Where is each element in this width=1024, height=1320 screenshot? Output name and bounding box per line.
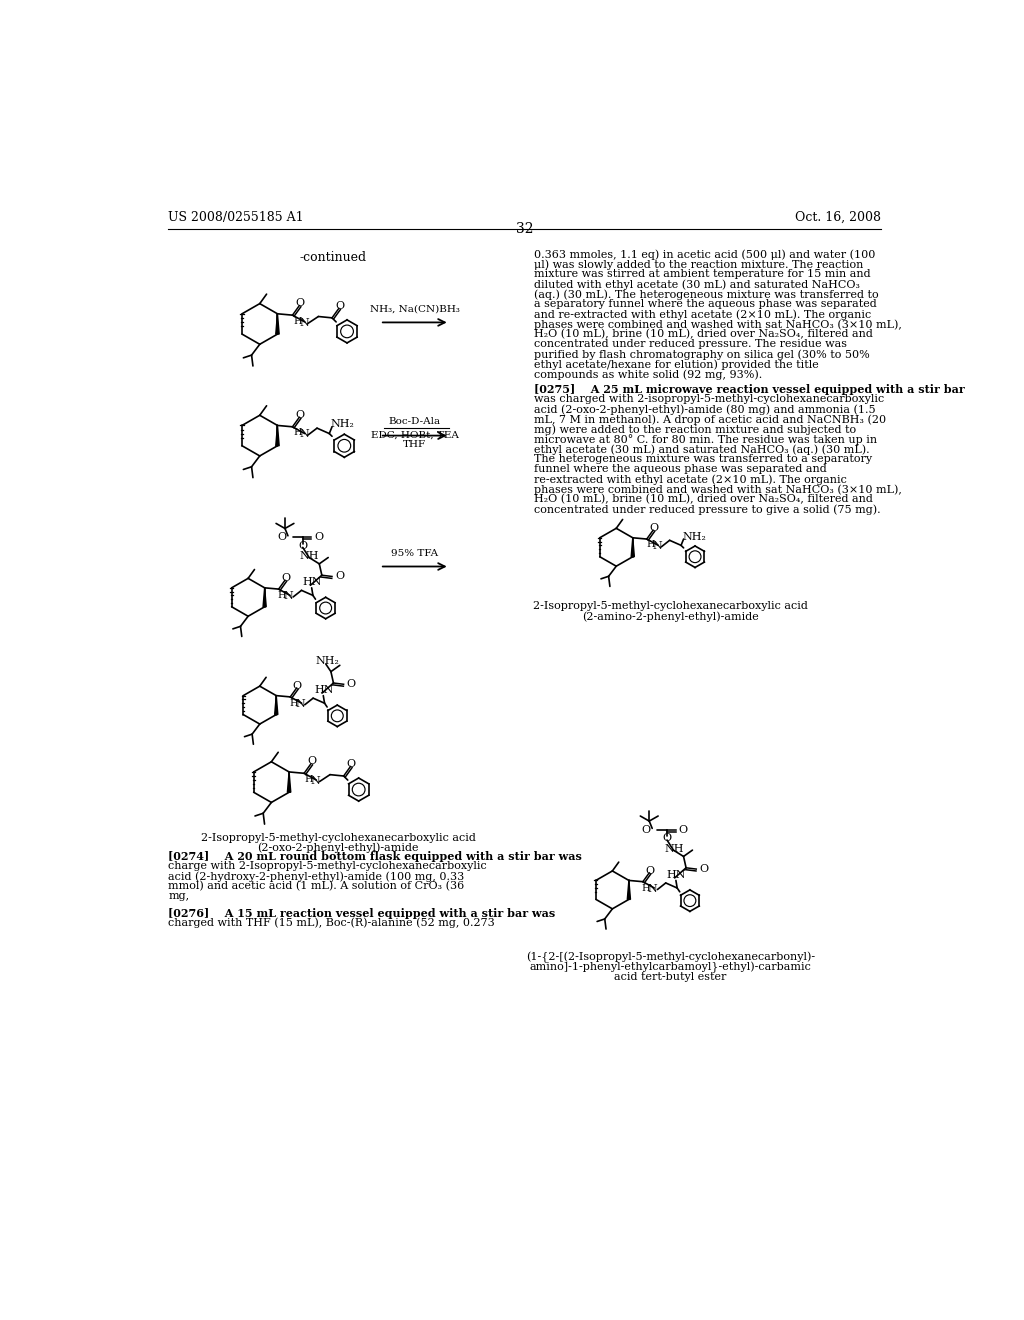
Text: O: O	[335, 572, 344, 582]
Text: mg) were added to the reaction mixture and subjected to: mg) were added to the reaction mixture a…	[535, 424, 856, 434]
Text: US 2008/0255185 A1: US 2008/0255185 A1	[168, 211, 304, 224]
Text: acid (2-oxo-2-phenyl-ethyl)-amide (80 mg) and ammonia (1.5: acid (2-oxo-2-phenyl-ethyl)-amide (80 mg…	[535, 404, 876, 414]
Text: diluted with ethyl acetate (30 mL) and saturated NaHCO₃: diluted with ethyl acetate (30 mL) and s…	[535, 280, 860, 290]
Text: O: O	[314, 532, 324, 543]
Text: EDC, HOBt, TEA: EDC, HOBt, TEA	[371, 430, 459, 440]
Text: charged with THF (15 mL), Boc-(R)-alanine (52 mg, 0.273: charged with THF (15 mL), Boc-(R)-alanin…	[168, 917, 495, 928]
Text: (2-amino-2-phenyl-ethyl)-amide: (2-amino-2-phenyl-ethyl)-amide	[582, 611, 759, 622]
Text: and re-extracted with ethyl acetate (2×10 mL). The organic: and re-extracted with ethyl acetate (2×1…	[535, 309, 871, 319]
Text: O: O	[335, 301, 344, 312]
Text: N: N	[648, 884, 657, 894]
Text: NH: NH	[300, 550, 319, 561]
Polygon shape	[288, 772, 291, 792]
Text: ethyl acetate (30 mL) and saturated NaHCO₃ (aq.) (30 mL).: ethyl acetate (30 mL) and saturated NaHC…	[535, 444, 869, 454]
Text: concentrated under reduced pressure. The residue was: concentrated under reduced pressure. The…	[535, 339, 847, 350]
Text: 0.363 mmoles, 1.1 eq) in acetic acid (500 μl) and water (100: 0.363 mmoles, 1.1 eq) in acetic acid (50…	[535, 249, 876, 260]
Text: N: N	[299, 318, 309, 327]
Text: N: N	[299, 429, 309, 440]
Text: N: N	[652, 541, 663, 552]
Text: concentrated under reduced pressure to give a solid (75 mg).: concentrated under reduced pressure to g…	[535, 504, 881, 515]
Text: O: O	[679, 825, 688, 836]
Text: O: O	[307, 756, 316, 767]
Text: H: H	[278, 591, 286, 599]
Text: HN: HN	[667, 870, 686, 880]
Text: NH: NH	[665, 843, 684, 854]
Text: O: O	[293, 681, 302, 690]
Text: NH₂: NH₂	[683, 532, 707, 541]
Text: H: H	[289, 698, 298, 708]
Text: O: O	[296, 298, 304, 309]
Text: (2-oxo-2-phenyl-ethyl)-amide: (2-oxo-2-phenyl-ethyl)-amide	[257, 843, 419, 854]
Text: NH₃, Na(CN)BH₃: NH₃, Na(CN)BH₃	[370, 305, 460, 314]
Text: O: O	[278, 532, 287, 543]
Text: funnel where the aqueous phase was separated and: funnel where the aqueous phase was separ…	[535, 465, 826, 474]
Text: H: H	[642, 883, 650, 892]
Text: H: H	[646, 540, 655, 549]
Text: The heterogeneous mixture was transferred to a separatory: The heterogeneous mixture was transferre…	[535, 454, 872, 465]
Text: mixture was stirred at ambient temperature for 15 min and: mixture was stirred at ambient temperatu…	[535, 269, 870, 280]
Polygon shape	[628, 880, 631, 899]
Text: Oct. 16, 2008: Oct. 16, 2008	[796, 211, 882, 224]
Text: O: O	[649, 523, 658, 533]
Text: O: O	[663, 833, 672, 843]
Text: N: N	[310, 776, 321, 785]
Polygon shape	[274, 696, 278, 714]
Text: charge with 2-Isopropyl-5-methyl-cyclohexanecarboxylic: charge with 2-Isopropyl-5-methyl-cyclohe…	[168, 862, 487, 871]
Polygon shape	[275, 425, 280, 446]
Text: O: O	[298, 541, 307, 550]
Text: microwave at 80° C. for 80 min. The residue was taken up in: microwave at 80° C. for 80 min. The resi…	[535, 434, 878, 445]
Text: mg,: mg,	[168, 891, 189, 902]
Text: [0274]    A 20 mL round bottom flask equipped with a stir bar was: [0274] A 20 mL round bottom flask equipp…	[168, 851, 583, 862]
Text: NH₂: NH₂	[331, 418, 354, 429]
Polygon shape	[275, 314, 280, 334]
Text: H: H	[293, 428, 302, 437]
Text: acid tert-butyl ester: acid tert-butyl ester	[614, 972, 727, 982]
Text: re-extracted with ethyl acetate (2×10 mL). The organic: re-extracted with ethyl acetate (2×10 mL…	[535, 474, 847, 484]
Text: -continued: -continued	[300, 251, 367, 264]
Text: HN: HN	[314, 685, 334, 696]
Text: O: O	[282, 573, 291, 583]
Text: (1-{2-[(2-Isopropyl-5-methyl-cyclohexanecarbonyl)-: (1-{2-[(2-Isopropyl-5-methyl-cyclohexane…	[526, 952, 815, 962]
Text: O: O	[296, 411, 304, 420]
Text: ethyl acetate/hexane for elution) provided the title: ethyl acetate/hexane for elution) provid…	[535, 359, 819, 370]
Text: mmol) and acetic acid (1 mL). A solution of CrO₃ (36: mmol) and acetic acid (1 mL). A solution…	[168, 882, 465, 892]
Polygon shape	[263, 587, 266, 607]
Text: [0276]    A 15 mL reaction vessel equipped with a stir bar was: [0276] A 15 mL reaction vessel equipped …	[168, 908, 556, 919]
Text: 32: 32	[516, 222, 534, 236]
Text: 95% TFA: 95% TFA	[391, 549, 438, 558]
Text: compounds as white solid (92 mg, 93%).: compounds as white solid (92 mg, 93%).	[535, 370, 762, 380]
Text: THF: THF	[403, 441, 426, 449]
Text: H: H	[293, 317, 302, 326]
Text: H₂O (10 mL), brine (10 mL), dried over Na₂SO₄, filtered and: H₂O (10 mL), brine (10 mL), dried over N…	[535, 494, 873, 504]
Text: O: O	[641, 825, 650, 836]
Text: O: O	[347, 680, 356, 689]
Text: μl) was slowly added to the reaction mixture. The reaction: μl) was slowly added to the reaction mix…	[535, 259, 863, 269]
Text: purified by flash chromatography on silica gel (30% to 50%: purified by flash chromatography on sili…	[535, 350, 869, 360]
Text: H₂O (10 mL), brine (10 mL), dried over Na₂SO₄, filtered and: H₂O (10 mL), brine (10 mL), dried over N…	[535, 330, 873, 339]
Text: Boc-D-Ala: Boc-D-Ala	[389, 417, 440, 425]
Text: 2-Isopropyl-5-methyl-cyclohexanecarboxylic acid: 2-Isopropyl-5-methyl-cyclohexanecarboxyl…	[534, 601, 808, 611]
Text: mL, 7 M in methanol). A drop of acetic acid and NaCNBH₃ (20: mL, 7 M in methanol). A drop of acetic a…	[535, 414, 886, 425]
Text: O: O	[645, 866, 654, 875]
Text: O: O	[699, 865, 709, 874]
Polygon shape	[631, 537, 634, 557]
Text: H: H	[305, 775, 313, 784]
Text: acid (2-hydroxy-2-phenyl-ethyl)-amide (100 mg, 0.33: acid (2-hydroxy-2-phenyl-ethyl)-amide (1…	[168, 871, 465, 882]
Text: HN: HN	[303, 577, 323, 587]
Text: N: N	[295, 700, 305, 709]
Text: phases were combined and washed with sat NaHCO₃ (3×10 mL),: phases were combined and washed with sat…	[535, 484, 902, 495]
Text: NH₂: NH₂	[315, 656, 339, 665]
Text: a separatory funnel where the aqueous phase was separated: a separatory funnel where the aqueous ph…	[535, 300, 877, 309]
Text: N: N	[284, 591, 294, 601]
Text: [0275]    A 25 mL microwave reaction vessel equipped with a stir bar: [0275] A 25 mL microwave reaction vessel…	[535, 384, 965, 395]
Text: phases were combined and washed with sat NaHCO₃ (3×10 mL),: phases were combined and washed with sat…	[535, 319, 902, 330]
Text: O: O	[347, 759, 355, 770]
Text: was charged with 2-isopropyl-5-methyl-cyclohexanecarboxylic: was charged with 2-isopropyl-5-methyl-cy…	[535, 395, 885, 404]
Text: amino]-1-phenyl-ethylcarbamoyl}-ethyl)-carbamic: amino]-1-phenyl-ethylcarbamoyl}-ethyl)-c…	[529, 961, 811, 973]
Text: 2-Isopropyl-5-methyl-cyclohexanecarboxylic acid: 2-Isopropyl-5-methyl-cyclohexanecarboxyl…	[201, 833, 475, 843]
Text: (aq.) (30 mL). The heterogeneous mixture was transferred to: (aq.) (30 mL). The heterogeneous mixture…	[535, 289, 879, 300]
